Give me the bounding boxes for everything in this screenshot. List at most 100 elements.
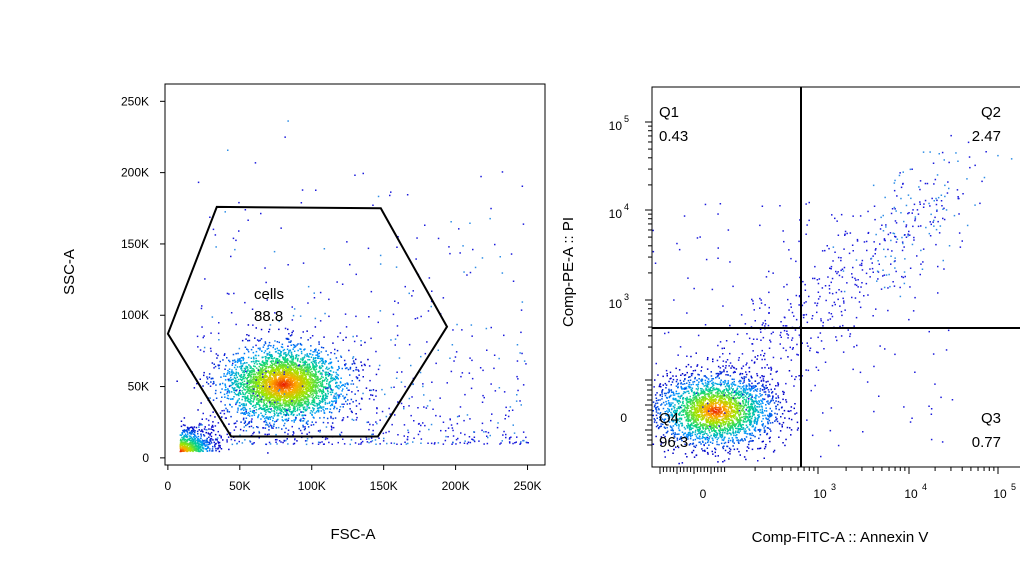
event-dot — [279, 373, 282, 376]
event-dot — [328, 384, 330, 386]
event-dot — [321, 395, 324, 397]
event-dot — [307, 302, 309, 304]
event-dot — [332, 371, 335, 373]
event-dot — [221, 416, 223, 418]
event-dot — [204, 445, 206, 447]
event-dot — [336, 394, 338, 396]
event-dot — [278, 388, 281, 391]
event-dot — [360, 443, 362, 445]
event-dot — [308, 388, 311, 391]
event-dot — [278, 397, 280, 399]
event-dot — [252, 373, 254, 376]
event-dot — [281, 387, 283, 389]
event-dot — [292, 361, 294, 363]
event-dot — [294, 391, 296, 393]
event-dot — [269, 324, 272, 326]
event-dot — [516, 436, 518, 438]
event-dot — [468, 372, 471, 374]
event-dot — [291, 389, 294, 391]
event-dot — [715, 412, 718, 414]
event-dot — [233, 374, 236, 377]
event-dot — [275, 373, 278, 376]
event-dot — [215, 397, 218, 399]
event-dot — [682, 436, 685, 439]
event-dot — [270, 373, 272, 376]
event-dot — [293, 377, 295, 380]
event-dot — [265, 396, 267, 399]
event-dot — [353, 340, 356, 343]
event-dot — [268, 344, 270, 346]
event-dot — [287, 394, 289, 397]
event-dot — [322, 443, 325, 445]
event-dot — [260, 412, 262, 414]
event-dot — [196, 436, 198, 439]
event-dot — [198, 424, 200, 426]
event-dot — [241, 339, 244, 342]
event-dot — [205, 429, 207, 431]
event-dot — [291, 383, 293, 385]
event-dot — [271, 394, 274, 397]
event-dot — [279, 377, 281, 379]
event-dot — [370, 290, 373, 293]
event-dot — [266, 352, 268, 355]
event-dot — [309, 387, 312, 390]
event-dot — [254, 404, 257, 406]
event-dot — [260, 372, 263, 374]
event-dot — [302, 406, 305, 409]
event-dot — [246, 378, 248, 380]
event-dot — [197, 446, 200, 448]
event-dot — [286, 386, 288, 388]
event-dot — [299, 348, 301, 350]
event-dot — [218, 450, 221, 453]
event-dot — [372, 433, 374, 435]
event-dot — [324, 386, 326, 388]
event-dot — [258, 374, 261, 377]
event-dot — [519, 443, 521, 445]
event-dot — [212, 429, 214, 431]
event-dot — [278, 359, 281, 361]
event-dot — [248, 421, 251, 423]
event-dot — [205, 441, 207, 443]
event-dot — [235, 374, 237, 377]
event-dot — [250, 394, 252, 396]
event-dot — [184, 450, 186, 452]
event-dot — [253, 398, 255, 401]
event-dot — [194, 446, 196, 448]
event-dot — [248, 339, 251, 342]
event-dot — [300, 395, 303, 398]
event-dot — [246, 372, 248, 374]
event-dot — [368, 428, 370, 431]
event-dot — [459, 252, 461, 254]
event-dot — [229, 379, 231, 382]
event-dot — [354, 393, 356, 395]
event-dot — [486, 442, 489, 445]
event-dot — [187, 449, 190, 452]
event-dot — [334, 397, 336, 399]
event-dot — [376, 412, 378, 414]
event-dot — [250, 382, 252, 385]
event-dot — [428, 428, 430, 431]
event-dot — [230, 398, 232, 400]
event-dot — [339, 409, 341, 411]
event-dot — [307, 390, 309, 392]
event-dot — [305, 373, 307, 376]
event-dot — [184, 448, 187, 450]
event-dot — [209, 438, 212, 440]
event-dot — [321, 384, 323, 387]
event-dot — [202, 412, 204, 415]
event-dot — [224, 389, 226, 391]
event-dot — [407, 429, 409, 431]
event-dot — [381, 388, 383, 391]
event-dot — [192, 449, 194, 451]
event-dot — [319, 429, 321, 432]
event-dot — [261, 414, 263, 417]
event-dot — [310, 377, 313, 380]
event-dot — [325, 387, 327, 390]
event-dot — [736, 439, 738, 442]
event-dot — [248, 373, 250, 375]
cells-gate[interactable] — [166, 205, 449, 438]
event-dot — [335, 402, 337, 404]
event-dot — [354, 174, 356, 176]
event-dot — [287, 366, 290, 368]
event-dot — [316, 351, 318, 353]
